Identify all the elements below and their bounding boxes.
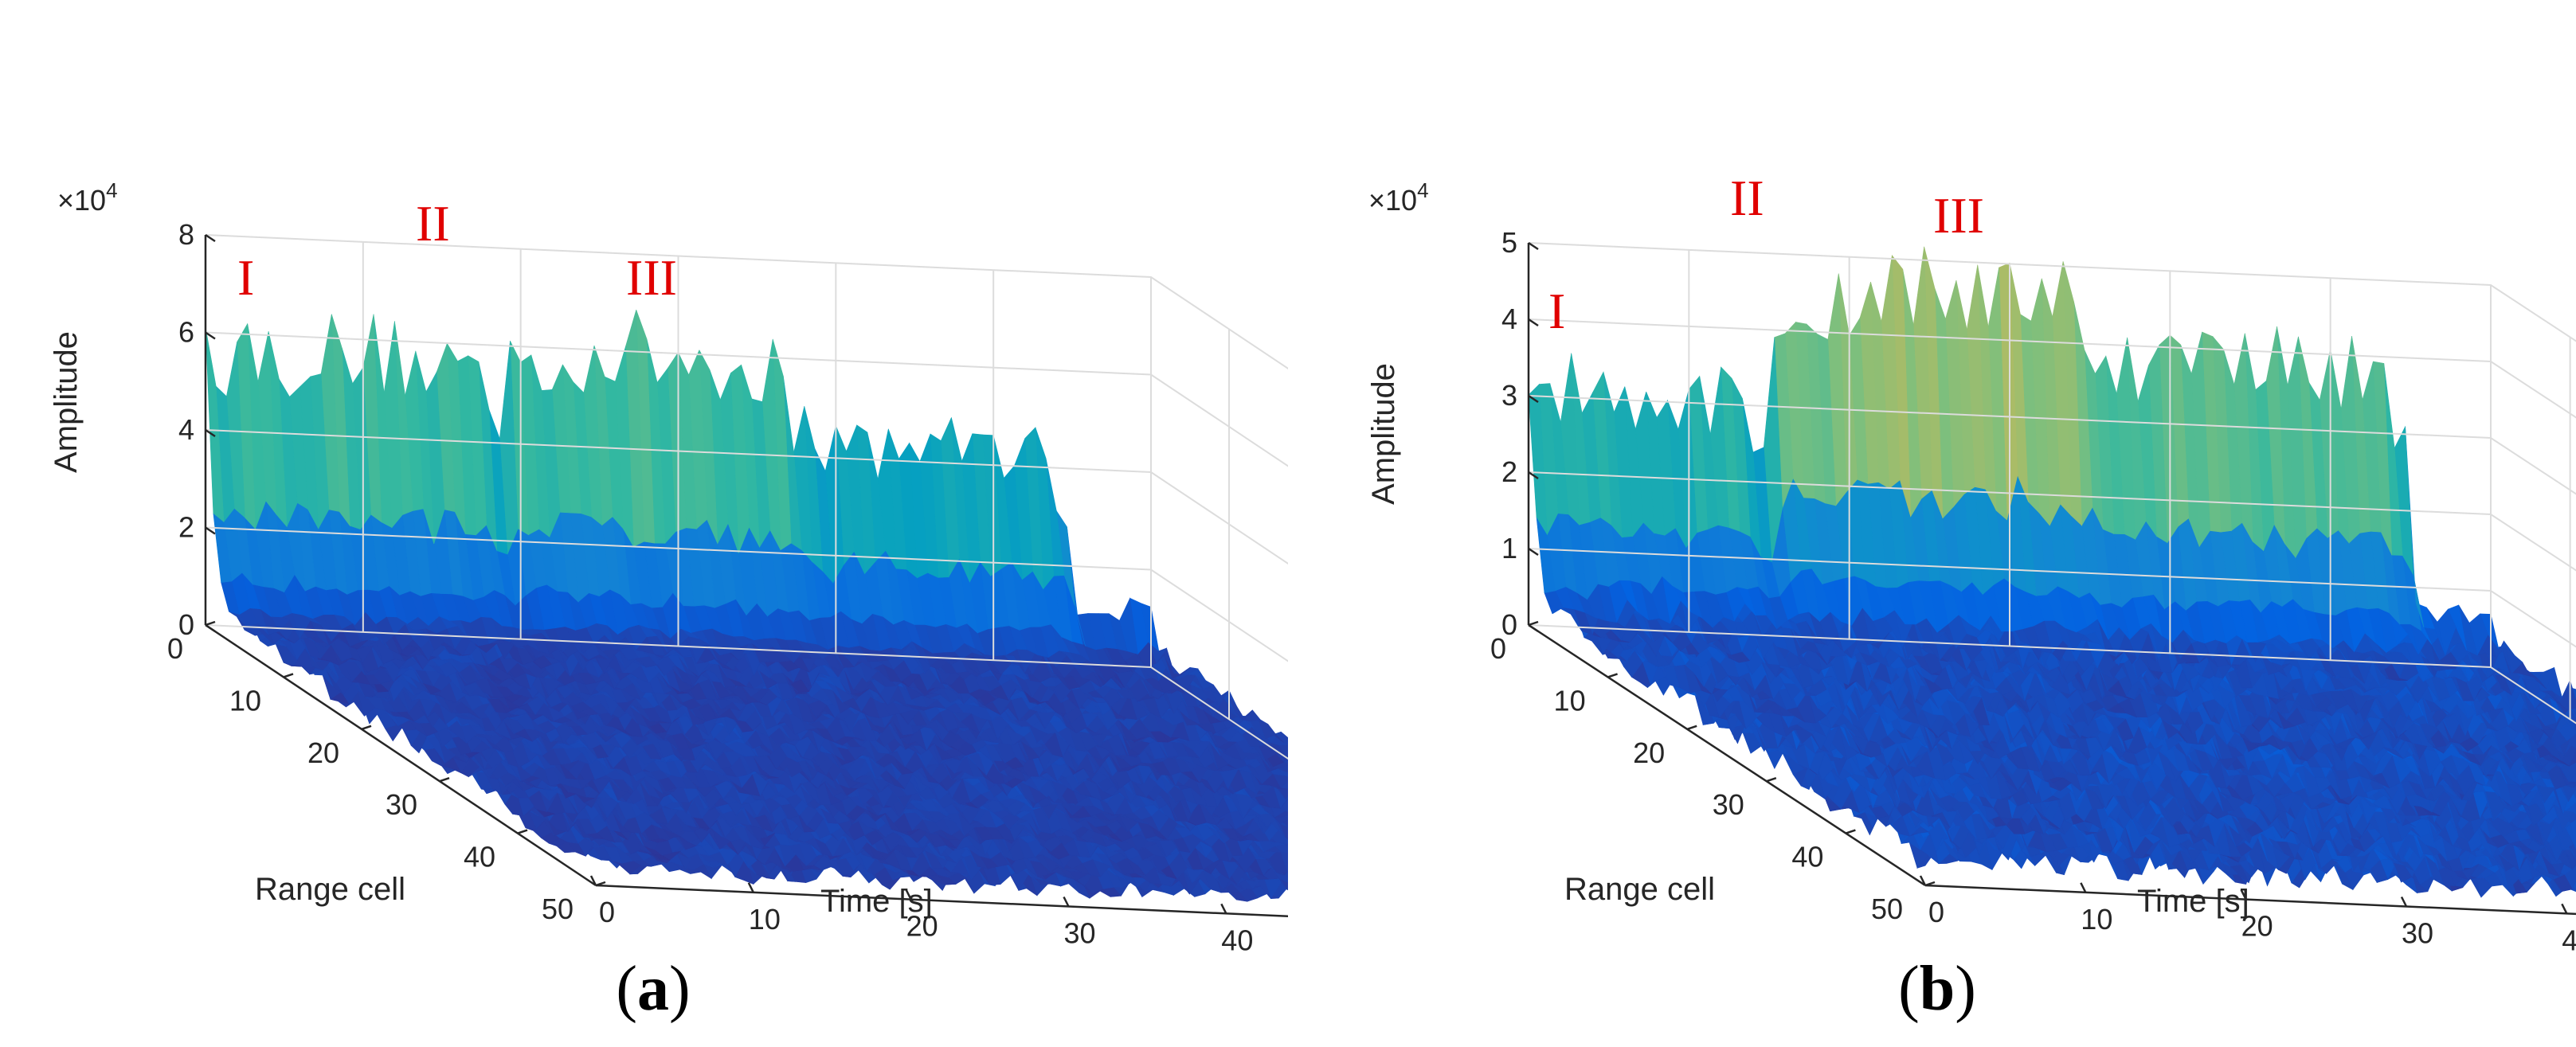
z-exponent-a: ×104 <box>57 178 118 217</box>
panel-b: 012345010203040500102030405060 Amplitude… <box>1288 0 2576 1047</box>
range-tick-mark-a <box>595 881 606 887</box>
range-tick-mark-a <box>283 673 294 678</box>
z-tick-mark-a <box>205 233 216 243</box>
z-tick-mark-a <box>205 428 216 438</box>
time-tick-mark-a <box>1063 896 1070 908</box>
surface-plot-a: 02468010203040500102030405060 Amplitude … <box>49 178 1288 1024</box>
time-tick-label-a: 20 <box>906 910 938 943</box>
range-tick-mark-a <box>205 620 216 627</box>
range-tick-label-a: 10 <box>229 684 261 717</box>
surface-patch-a <box>205 326 225 522</box>
surface-a <box>205 310 1288 902</box>
time-tick-label-a: 40 <box>1221 924 1253 956</box>
axes-a: 02468010203040500102030405060 <box>167 218 1288 956</box>
z-tick-mark-a <box>205 623 216 633</box>
y-axis-label-a: Time [s] <box>820 884 933 919</box>
range-axis-line-a <box>205 623 597 887</box>
z-tick-label-a: 6 <box>178 316 194 349</box>
z-tick-label-a: 4 <box>178 413 194 446</box>
range-tick-label-a: 40 <box>464 841 495 873</box>
time-axis-line-a <box>595 884 1288 918</box>
z-tick-label-a: 2 <box>178 511 194 544</box>
caption-a: (a) <box>616 954 690 1024</box>
z-tick-label-a: 8 <box>178 218 194 251</box>
region-label-II-a: II <box>416 195 450 252</box>
range-tick-mark-a <box>361 725 372 730</box>
region-label-III-a: III <box>626 249 677 306</box>
z-tick-label-a: 0 <box>178 608 194 641</box>
surface-plot-b: 012345010203040500102030405060 Amplitude… <box>1366 170 2576 1024</box>
surface-patch-a <box>1282 772 1288 778</box>
range-tick-label-a: 20 <box>307 736 339 769</box>
range-tick-mark-a <box>439 777 450 783</box>
range-tick-mark-a <box>517 829 528 834</box>
z-tick-mark-a <box>205 331 216 340</box>
z-axis-label-a: Amplitude <box>49 331 84 473</box>
z-tick-mark-a <box>205 526 216 535</box>
region-label-I-a: I <box>237 249 254 306</box>
time-tick-label-a: 0 <box>599 896 615 928</box>
time-tick-label-a: 30 <box>1063 917 1095 950</box>
time-tick-mark-a <box>589 875 597 886</box>
range-tick-label-a: 50 <box>542 893 574 925</box>
surface-b <box>1528 246 2576 898</box>
range-tick-label-a: 30 <box>386 788 417 821</box>
range-tick-label-a: 0 <box>167 632 183 665</box>
x-axis-label-a: Range cell <box>255 872 405 907</box>
time-tick-label-a: 10 <box>749 903 781 936</box>
time-tick-mark-a <box>905 889 912 900</box>
time-tick-mark-a <box>1220 903 1227 914</box>
time-tick-mark-a <box>747 882 754 893</box>
panel-a: 02468010203040500102030405060 Amplitude … <box>49 178 1288 1024</box>
